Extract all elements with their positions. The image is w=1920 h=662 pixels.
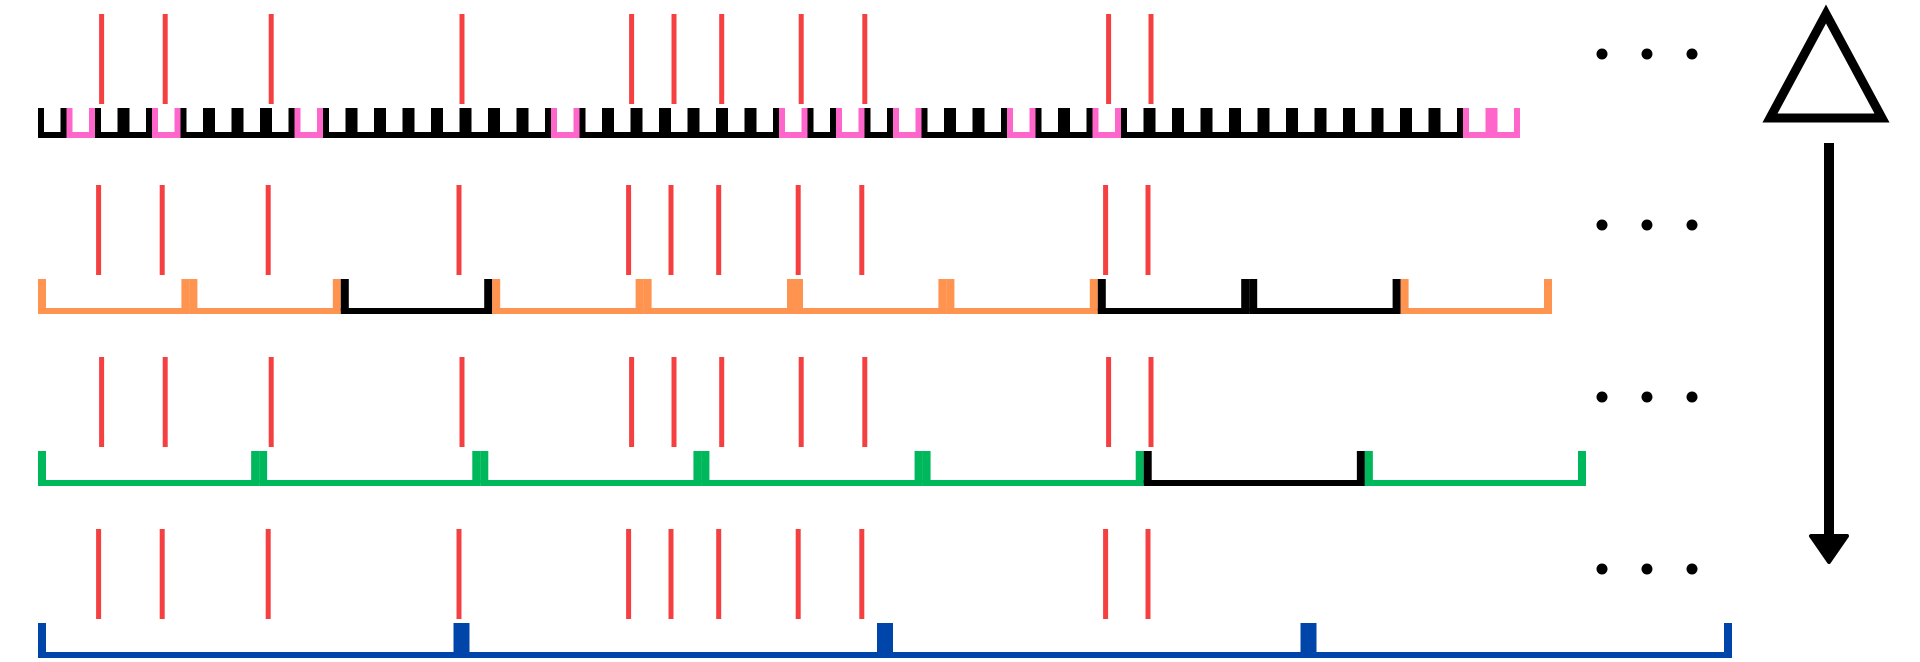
bin xyxy=(1121,108,1150,138)
bin xyxy=(38,623,462,658)
ellipsis-icon xyxy=(1596,219,1698,231)
bin xyxy=(123,108,152,138)
bin xyxy=(266,108,295,138)
bin xyxy=(693,108,722,138)
bin xyxy=(885,623,1309,658)
bin xyxy=(921,108,950,138)
bin xyxy=(978,108,1007,138)
bin xyxy=(380,108,409,138)
bin xyxy=(1092,108,1121,138)
bin xyxy=(494,108,523,138)
bin xyxy=(1308,623,1732,658)
bin xyxy=(461,623,885,658)
bin xyxy=(1463,108,1492,138)
bin xyxy=(636,108,665,138)
bin xyxy=(1400,279,1552,314)
bin xyxy=(608,108,637,138)
bin xyxy=(38,279,190,314)
rows-layer xyxy=(38,14,1732,658)
bin xyxy=(1143,451,1365,486)
bin xyxy=(189,279,341,314)
bin xyxy=(1035,108,1064,138)
bin xyxy=(323,108,352,138)
bin xyxy=(1064,108,1093,138)
ellipsis-dot xyxy=(1596,391,1608,403)
bin xyxy=(795,279,947,314)
bin xyxy=(1249,279,1401,314)
bin xyxy=(38,108,67,138)
bin xyxy=(480,451,702,486)
bin xyxy=(492,279,644,314)
bin xyxy=(340,279,493,314)
bin xyxy=(1178,108,1207,138)
down-arrow-icon xyxy=(1809,534,1849,564)
bin xyxy=(722,108,751,138)
bin xyxy=(437,108,466,138)
bin xyxy=(1434,108,1463,138)
row-2 xyxy=(38,185,1698,314)
bin xyxy=(1292,108,1321,138)
bin xyxy=(152,108,181,138)
ellipsis-dot xyxy=(1641,391,1653,403)
bin xyxy=(1377,108,1406,138)
bin xyxy=(1235,108,1264,138)
bin xyxy=(465,108,494,138)
bin xyxy=(66,108,95,138)
bin xyxy=(209,108,238,138)
ellipsis-dot xyxy=(1641,219,1653,231)
ellipsis-icon xyxy=(1596,48,1698,60)
bin xyxy=(1007,108,1036,138)
bin xyxy=(946,279,1098,314)
bin xyxy=(551,108,580,138)
bin xyxy=(1320,108,1349,138)
ellipsis-dot xyxy=(1686,391,1698,403)
ellipsis-dot xyxy=(1641,48,1653,60)
ellipsis-dot xyxy=(1596,219,1608,231)
bin xyxy=(807,108,836,138)
bin xyxy=(1364,451,1586,486)
row-4 xyxy=(38,529,1732,658)
bin xyxy=(1149,108,1178,138)
ellipsis-dot xyxy=(1686,219,1698,231)
side-legend xyxy=(1762,4,1890,564)
bin xyxy=(259,451,481,486)
bin xyxy=(1263,108,1292,138)
bin xyxy=(893,108,922,138)
ellipsis-icon xyxy=(1596,563,1698,575)
bin xyxy=(643,279,795,314)
delta-icon xyxy=(1762,4,1890,123)
bin xyxy=(864,108,893,138)
bin xyxy=(522,108,551,138)
ellipsis-dot xyxy=(1686,48,1698,60)
bin xyxy=(351,108,380,138)
bin xyxy=(779,108,808,138)
bin xyxy=(180,108,209,138)
bin xyxy=(579,108,608,138)
row-3 xyxy=(38,357,1698,486)
bin xyxy=(836,108,865,138)
bin xyxy=(750,108,779,138)
ellipsis-icon xyxy=(1596,391,1698,403)
bin xyxy=(1406,108,1435,138)
bin xyxy=(38,451,260,486)
ellipsis-dot xyxy=(1596,563,1608,575)
ellipsis-dot xyxy=(1596,48,1608,60)
bin xyxy=(701,451,923,486)
bin xyxy=(294,108,323,138)
row-1 xyxy=(38,14,1698,138)
bin xyxy=(95,108,124,138)
bin xyxy=(1349,108,1378,138)
bin xyxy=(1491,108,1520,138)
ellipsis-dot xyxy=(1686,563,1698,575)
ellipsis-dot xyxy=(1641,563,1653,575)
bin xyxy=(1206,108,1235,138)
bin xyxy=(237,108,266,138)
bin xyxy=(922,451,1144,486)
bin xyxy=(408,108,437,138)
bin xyxy=(950,108,979,138)
bin xyxy=(1097,279,1250,314)
bin xyxy=(665,108,694,138)
